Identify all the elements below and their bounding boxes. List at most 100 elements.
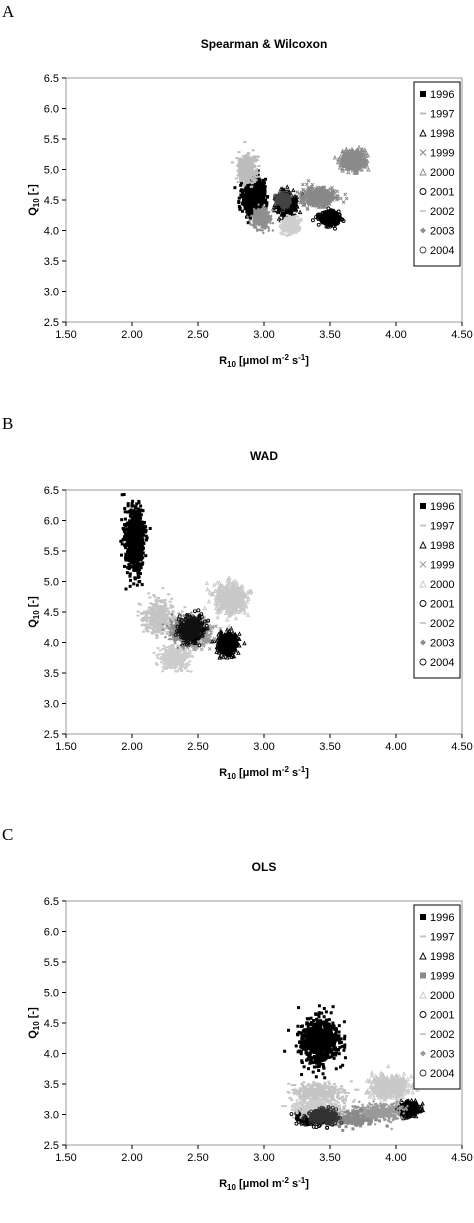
data-point [263,190,267,194]
data-point [132,520,136,524]
data-point [320,204,325,209]
data-point [129,557,133,561]
legend-marker [419,167,427,176]
data-point [254,198,258,202]
x-tick-label: 3.50 [319,329,340,341]
data-point [256,208,260,212]
legend-marker [420,91,426,97]
data-point [255,168,259,171]
data-point [322,205,326,209]
data-point [133,568,137,572]
data-point [256,155,260,158]
data-point [241,161,245,164]
data-point [140,531,144,535]
data-point [249,169,253,172]
data-point [123,535,127,539]
data-point [144,525,148,529]
data-point [261,221,265,225]
data-point [141,546,145,550]
data-point [341,161,347,167]
data-point [135,583,139,587]
series-2004 [273,190,294,213]
data-point [343,192,348,197]
y-tick-label: 3.0 [44,699,59,711]
x-tick-label: 4.50 [451,329,472,341]
data-point [251,155,255,158]
data-point [324,189,328,193]
data-point [141,509,145,513]
data-point [328,224,333,229]
data-point [321,185,326,189]
data-point [236,181,240,184]
data-point [133,529,137,533]
data-point [130,501,134,505]
data-point [243,206,247,210]
data-point [309,194,314,199]
data-point [262,181,266,185]
data-point [324,201,328,206]
data-point [258,199,262,203]
data-point [163,599,167,602]
data-point [261,189,265,193]
data-point [290,217,294,220]
data-point [243,161,247,164]
legend-entry: 1997 [430,109,454,121]
data-point [264,177,268,181]
data-point [285,234,289,237]
data-point [289,216,293,219]
data-point [299,219,303,222]
data-point [131,561,135,565]
data-point [165,609,169,612]
data-point [243,203,247,207]
data-point [122,493,126,497]
data-point [121,526,125,530]
data-point [297,220,301,223]
data-point [119,539,123,543]
data-point [128,584,132,588]
data-point [260,208,264,212]
data-point [289,222,293,225]
data-point [250,170,254,173]
data-point [286,232,290,235]
data-point [317,212,321,217]
data-point [252,186,256,190]
data-point [287,191,292,196]
data-point [126,510,130,514]
data-point [285,220,289,223]
legend-marker [420,112,426,115]
data-point [124,532,128,536]
data-point [316,198,321,203]
data-point [251,204,255,208]
data-point [132,552,136,556]
data-point [263,187,267,191]
data-point [128,559,132,563]
data-point [145,536,149,540]
x-tick-label: 1.50 [55,329,76,341]
data-point [129,529,133,533]
data-point [255,228,259,232]
data-point [247,190,251,194]
data-point [357,163,362,168]
data-point [288,234,292,237]
panel-a: A Spearman & Wilcoxon 2.5 3.0 3.5 4.0 4.5 5.0 5… [0,0,474,400]
data-point [124,524,128,528]
data-point [126,537,130,541]
data-point [263,192,267,196]
data-point [338,153,343,159]
data-point [253,191,257,195]
data-point [291,231,295,234]
data-point [257,189,261,193]
legend-entry: 2001 [430,187,454,199]
data-point [314,215,318,220]
data-point [138,580,142,584]
data-point [364,162,369,168]
data-point [350,153,355,158]
data-point [256,185,260,189]
data-point [144,529,148,533]
data-point [234,177,238,180]
data-point [278,225,282,228]
data-point [330,189,334,194]
data-point [356,144,362,150]
data-point [126,548,130,552]
